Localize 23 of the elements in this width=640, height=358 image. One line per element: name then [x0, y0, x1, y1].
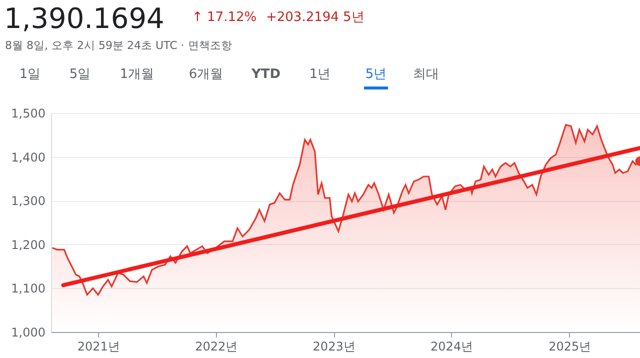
x-tick-label: 2024년 [430, 340, 474, 354]
x-tick-label: 2023년 [312, 340, 356, 354]
x-tick-label: 2022년 [195, 340, 238, 354]
y-tick-label: 1,100 [11, 282, 46, 296]
text: ↑ 17.12% [192, 10, 257, 25]
y-tick-label: 1,200 [11, 238, 46, 252]
text: 1개월 [120, 67, 154, 82]
y-tick-label: 1,000 [11, 326, 46, 340]
y-tick-label: 1,500 [11, 106, 46, 120]
chart-title: 1,390.1694 [4, 2, 164, 35]
text: 1일 [19, 67, 41, 82]
text: 최대 [413, 67, 439, 82]
text: 5일 [69, 67, 91, 82]
y-tick-label: 1,400 [11, 150, 46, 164]
text: YTD [250, 67, 281, 82]
y-tick-label: 1,300 [11, 194, 46, 208]
text: 6개월 [188, 67, 224, 82]
text: 5년 [365, 67, 387, 82]
text: 1년 [309, 67, 331, 82]
x-tick-label: 2021년 [77, 340, 120, 354]
text: +203.2194 5년 [266, 10, 364, 25]
x-tick-label: 2025년 [548, 340, 592, 354]
text: 8월 8일, 오후 2시 59분 24초 UTC · 면책조항 [5, 39, 232, 52]
